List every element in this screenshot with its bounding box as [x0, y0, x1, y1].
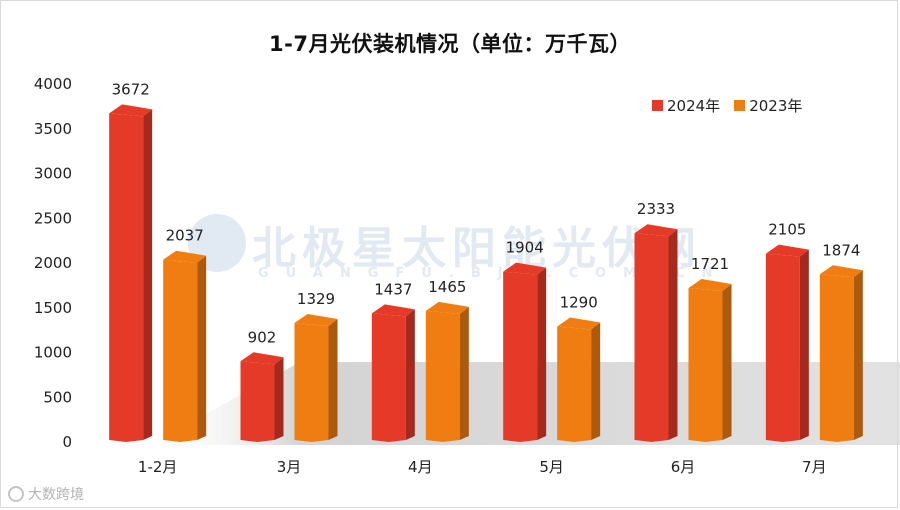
- bar-top: [557, 317, 601, 330]
- bar-2023年-5月: [557, 317, 601, 442]
- bar-front: [557, 326, 592, 442]
- bar-front: [634, 233, 669, 442]
- bar-side: [668, 229, 678, 440]
- bar-side: [143, 109, 153, 440]
- y-tick-label-7: 3500: [34, 120, 72, 138]
- y-tick-label-1: 500: [43, 388, 72, 406]
- bar-front: [371, 313, 406, 442]
- x-category-label: 4月: [408, 458, 433, 476]
- bar-top: [503, 262, 547, 275]
- bar-2023年-6月: [688, 278, 732, 442]
- bar-front: [765, 253, 800, 442]
- bar-2023年-3月: [294, 314, 338, 442]
- bar-2024年-1-2月: [109, 104, 153, 442]
- bar-front: [240, 361, 275, 442]
- value-label: 1904: [506, 239, 544, 257]
- y-tick-label-2: 1000: [34, 344, 72, 362]
- bar-side: [591, 322, 601, 440]
- value-label: 1290: [560, 294, 598, 312]
- bar-side: [853, 270, 863, 440]
- bar-top: [163, 250, 207, 263]
- bar-side: [328, 319, 338, 440]
- bar-front: [688, 287, 723, 442]
- bar-side: [405, 309, 415, 440]
- bar-2023年-7月: [819, 265, 863, 442]
- x-category-label: 1-2月: [138, 458, 178, 476]
- bar-top: [294, 314, 338, 327]
- bar-top: [425, 301, 469, 314]
- value-label: 2105: [768, 221, 806, 239]
- bar-top: [371, 304, 415, 317]
- bar-front: [503, 271, 538, 442]
- legend-item-2024: 2024年: [652, 95, 720, 116]
- value-label: 1437: [374, 280, 412, 298]
- bar-side: [274, 357, 284, 440]
- value-label: 1465: [428, 278, 466, 296]
- x-category-label: 6月: [671, 458, 696, 476]
- value-label: 1874: [822, 241, 860, 259]
- y-tick-label-3: 1500: [34, 299, 72, 317]
- value-label: 1721: [691, 255, 729, 273]
- bar-side: [722, 283, 732, 440]
- bar-2024年-4月: [371, 304, 415, 442]
- x-category-label: 5月: [539, 458, 564, 476]
- bar-top: [688, 278, 732, 291]
- bar-front: [109, 113, 144, 442]
- bar-top: [240, 352, 284, 365]
- legend-swatch-2024: [652, 100, 663, 111]
- chart-title: 1-7月光伏装机情况（单位：万千瓦）: [269, 32, 631, 56]
- bar-front: [425, 310, 460, 442]
- bar-side: [197, 255, 207, 440]
- brand-logo-icon: [8, 486, 24, 502]
- legend-item-2023: 2023年: [734, 95, 802, 116]
- value-label: 3672: [112, 80, 150, 98]
- bar-2024年-3月: [240, 352, 284, 442]
- bar-side: [799, 249, 809, 440]
- legend: 2024年 2023年: [652, 95, 802, 116]
- y-tick-label-5: 2500: [34, 209, 72, 227]
- bar-front: [163, 259, 198, 442]
- bar-side: [537, 267, 547, 440]
- y-tick-label-0: 0: [62, 433, 72, 451]
- legend-label-2023: 2023年: [749, 97, 803, 115]
- footer-brand: 大数跨境: [28, 487, 84, 503]
- bar-2024年-5月: [503, 262, 547, 442]
- x-category-label: 7月: [802, 458, 827, 476]
- y-tick-label-4: 2000: [34, 254, 72, 272]
- bar-2023年-1-2月: [163, 250, 207, 442]
- bar-front: [819, 274, 854, 442]
- bar-top: [819, 265, 863, 278]
- value-label: 2333: [637, 200, 675, 218]
- bar-side: [459, 306, 469, 440]
- legend-swatch-2023: [734, 100, 746, 111]
- bar-2024年-7月: [765, 244, 809, 442]
- y-tick-label-8: 4000: [34, 75, 72, 93]
- bar-front: [294, 323, 329, 442]
- footer-watermark: 大数跨境: [8, 484, 84, 504]
- y-tick-label-6: 3000: [34, 165, 72, 183]
- value-label: 1329: [297, 290, 335, 308]
- x-category-label: 3月: [277, 458, 302, 476]
- bar-2023年-4月: [425, 301, 469, 442]
- bar-top: [634, 224, 678, 237]
- value-label: 2037: [166, 227, 204, 245]
- bar-top: [109, 104, 153, 117]
- bar-2024年-6月: [634, 224, 678, 442]
- value-label: 902: [248, 328, 277, 346]
- bar-top: [765, 244, 809, 257]
- legend-label-2024: 2024年: [667, 97, 721, 115]
